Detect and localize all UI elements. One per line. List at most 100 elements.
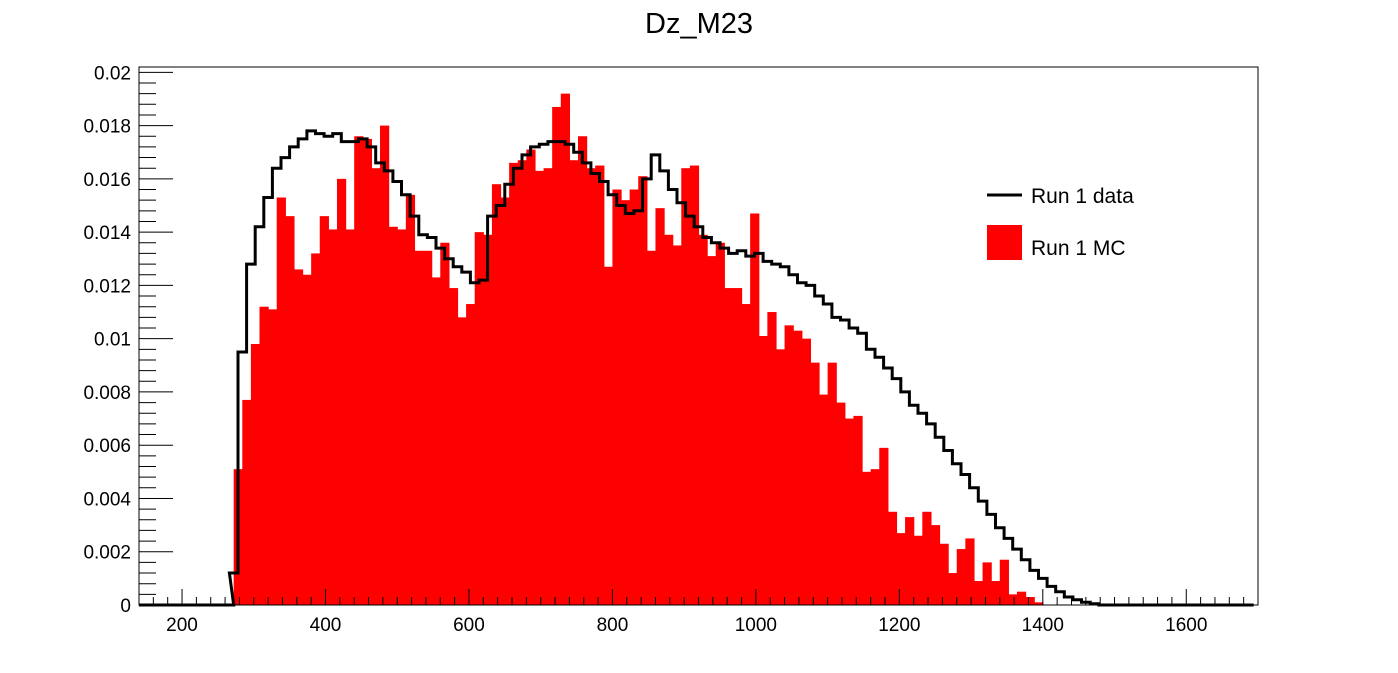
mc-bar (491, 184, 502, 606)
mc-bar (569, 160, 579, 605)
mc-bar (1025, 597, 1035, 605)
mc-bar (715, 242, 725, 606)
mc-bar (319, 216, 329, 606)
mc-bar (913, 535, 923, 605)
x-tick-label: 400 (310, 615, 342, 636)
mc-bar (775, 349, 786, 605)
mc-bar (887, 511, 898, 605)
mc-bar (965, 538, 975, 605)
mc-bar (1034, 602, 1044, 605)
x-tick-label: 1600 (1165, 615, 1207, 636)
y-tick-label: 0 (120, 596, 131, 617)
mc-bar (844, 418, 855, 605)
mc-bar (879, 447, 889, 605)
mc-bar (862, 471, 872, 605)
mc-bar (595, 165, 605, 605)
mc-bar (689, 165, 700, 605)
mc-bar (767, 312, 777, 605)
y-tick-label: 0.008 (83, 383, 131, 404)
x-tick-label: 600 (453, 615, 485, 636)
mc-bar (724, 288, 734, 605)
mc-bar (612, 189, 622, 606)
mc-bar (302, 274, 312, 605)
mc-bar (836, 402, 846, 605)
y-tick-label: 0.01 (94, 330, 131, 351)
mc-bar (896, 533, 906, 605)
mc-bar (534, 170, 545, 606)
x-tick-label: 1400 (1022, 615, 1064, 636)
mc-bar (560, 93, 570, 605)
mc-bar (345, 229, 355, 606)
y-tick-label: 0.016 (83, 170, 131, 191)
y-tick-label: 0.014 (83, 223, 131, 244)
mc-bar (939, 543, 949, 605)
mc-bar (973, 581, 984, 605)
mc-bar (268, 309, 278, 605)
mc-bar (930, 525, 941, 605)
mc-bar (250, 343, 261, 605)
y-axis: 0 0.002 0.004 0.006 0.008 0.01 0.012 0.014 0.016… (83, 63, 173, 617)
mc-bar (621, 200, 631, 605)
mc-bar (285, 216, 295, 606)
mc-bar (956, 549, 966, 605)
legend-mc-label: Run 1 MC (1031, 237, 1126, 260)
mc-bar (853, 415, 863, 605)
mc-bar (741, 304, 751, 605)
mc-bar (259, 306, 269, 605)
mc-bar (362, 138, 373, 605)
y-tick-label: 0.012 (83, 276, 131, 297)
chart-title: Dz_M23 (645, 8, 753, 40)
mc-bar (526, 149, 536, 605)
mc-bar (577, 136, 588, 605)
x-tick-label: 800 (597, 615, 629, 636)
mc-bar (681, 168, 691, 605)
y-tick-label: 0.006 (83, 436, 131, 457)
mc-bar (448, 288, 459, 605)
data-step-line (139, 129, 1254, 607)
mc-bar (638, 176, 648, 606)
mc-bar (991, 581, 1001, 605)
mc-bar (801, 338, 811, 605)
mc-bar (758, 336, 768, 605)
y-tick-label: 0.004 (83, 489, 131, 510)
mc-bar (423, 250, 433, 605)
mc-bar (500, 197, 510, 605)
mc-bar (509, 162, 519, 605)
mc-bar (1016, 591, 1027, 605)
mc-bar (750, 213, 760, 605)
legend-mc-swatch (987, 225, 1022, 260)
mc-bar (328, 229, 338, 606)
y-tick-label: 0.018 (83, 117, 131, 138)
mc-bar (672, 245, 682, 605)
mc-bar (276, 197, 286, 605)
mc-bar (405, 194, 416, 605)
mc-bar (870, 469, 880, 605)
mc-bar (457, 317, 467, 605)
mc-bar (354, 136, 364, 605)
mc-bar (431, 277, 441, 605)
mc-bar (629, 189, 639, 606)
x-tick-label: 200 (166, 615, 198, 636)
mc-bar (819, 394, 829, 605)
mc-bar (1008, 594, 1018, 605)
mc-bar (999, 559, 1009, 605)
mc-bar (380, 125, 390, 606)
mc-bar (388, 226, 398, 605)
mc-bar (793, 330, 803, 605)
y-tick-label: 0.002 (83, 543, 131, 564)
mc-bar (242, 399, 252, 605)
mc-bar (397, 229, 407, 606)
mc-bar (655, 208, 665, 605)
mc-bar (948, 573, 958, 605)
x-tick-label: 1000 (735, 615, 777, 636)
mc-bar (414, 250, 424, 605)
mc-bar (707, 256, 717, 605)
mc-bar (810, 362, 820, 605)
mc-bar (664, 234, 674, 605)
x-axis: 200 400 600 800 1000 1200 1400 1600 (138, 589, 1259, 636)
mc-series (233, 93, 1044, 606)
x-tick-label: 1200 (878, 615, 920, 636)
mc-bar (474, 232, 484, 605)
mc-bar (466, 304, 476, 605)
